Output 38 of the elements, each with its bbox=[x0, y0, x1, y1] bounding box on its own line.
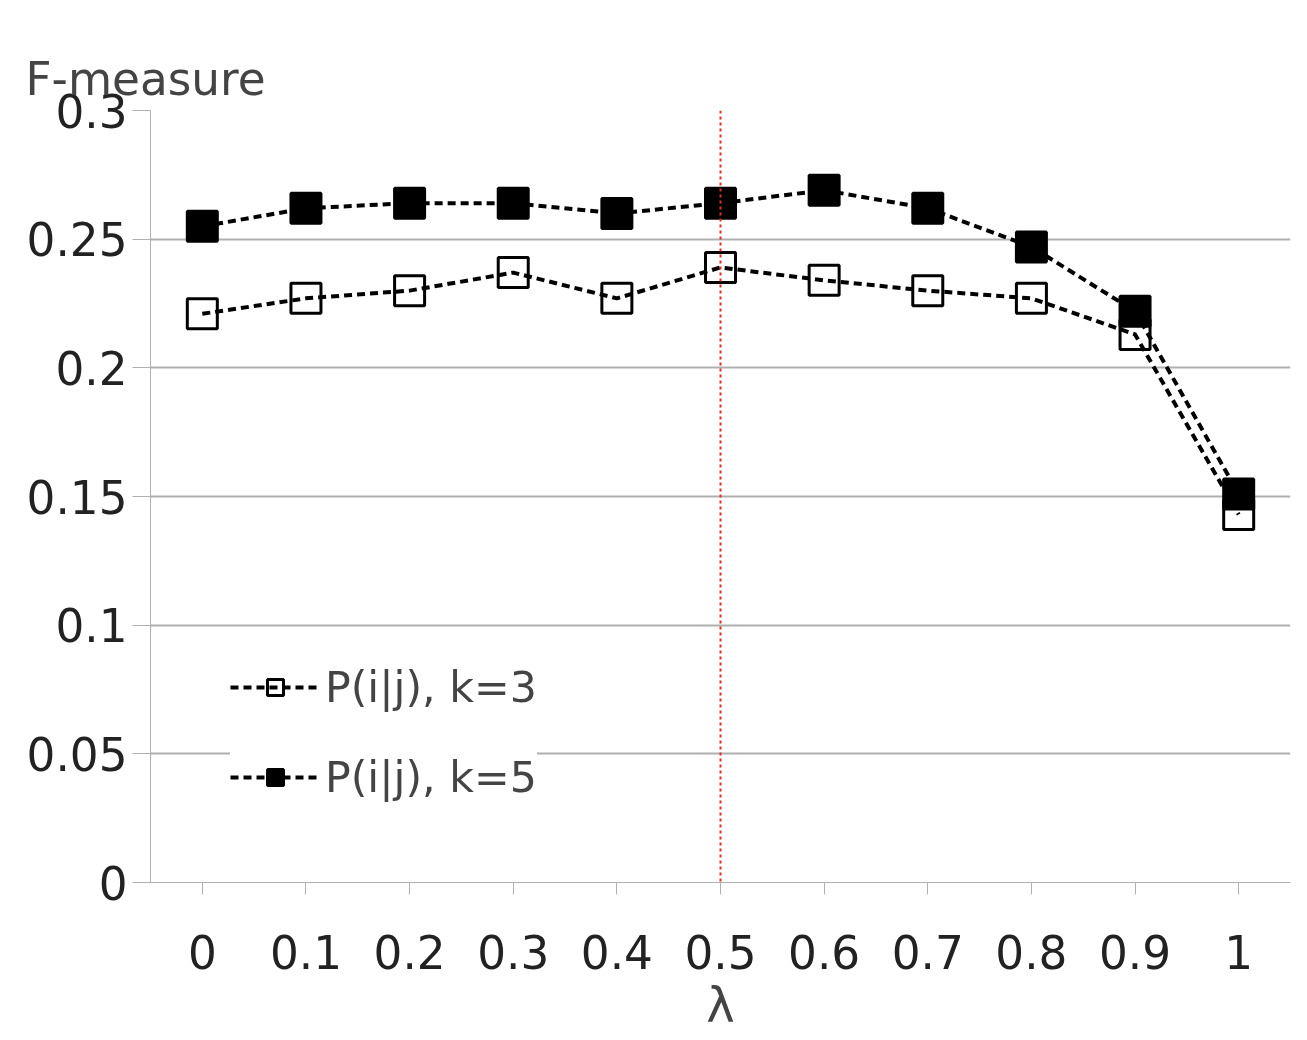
point bbox=[496, 256, 530, 290]
legend-label: P(i|j), k=3 bbox=[325, 662, 537, 712]
x-tick-label: 0.3 bbox=[477, 926, 550, 980]
y-tick-label: 0.05 bbox=[26, 728, 128, 782]
point bbox=[289, 191, 323, 225]
point bbox=[1222, 477, 1256, 511]
point bbox=[1014, 281, 1048, 315]
x-tick-label: 0.8 bbox=[995, 926, 1068, 980]
point bbox=[496, 186, 530, 220]
point bbox=[289, 281, 323, 315]
x-tick-label: 1 bbox=[1224, 926, 1254, 980]
point bbox=[600, 281, 634, 315]
point bbox=[1118, 294, 1152, 328]
x-tick-label: 0.2 bbox=[373, 926, 446, 980]
point bbox=[807, 263, 841, 297]
point bbox=[807, 173, 841, 207]
y-tick-label: 0.25 bbox=[26, 214, 128, 268]
point bbox=[185, 297, 219, 331]
x-tick-label: 0.6 bbox=[788, 926, 861, 980]
point bbox=[393, 186, 427, 220]
y-tick-label: 0.15 bbox=[26, 471, 128, 525]
x-tick-label: 0 bbox=[187, 926, 217, 980]
x-tick-label: 0.4 bbox=[580, 926, 653, 980]
x-tick-label: 0.1 bbox=[269, 926, 342, 980]
y-tick-label: 0 bbox=[98, 857, 128, 911]
y-tick-label: 0.2 bbox=[55, 342, 128, 396]
legend-label: P(i|j), k=5 bbox=[325, 752, 537, 802]
point bbox=[704, 250, 737, 284]
point bbox=[600, 196, 634, 230]
point bbox=[911, 191, 945, 225]
point bbox=[393, 274, 427, 308]
x-tick-label: 0.9 bbox=[1099, 926, 1172, 980]
point bbox=[185, 209, 219, 243]
y-tick-label: 0.1 bbox=[55, 600, 128, 654]
point bbox=[911, 274, 945, 308]
point bbox=[1014, 230, 1048, 264]
point bbox=[704, 186, 737, 220]
x-tick-label: 0.7 bbox=[891, 926, 964, 980]
